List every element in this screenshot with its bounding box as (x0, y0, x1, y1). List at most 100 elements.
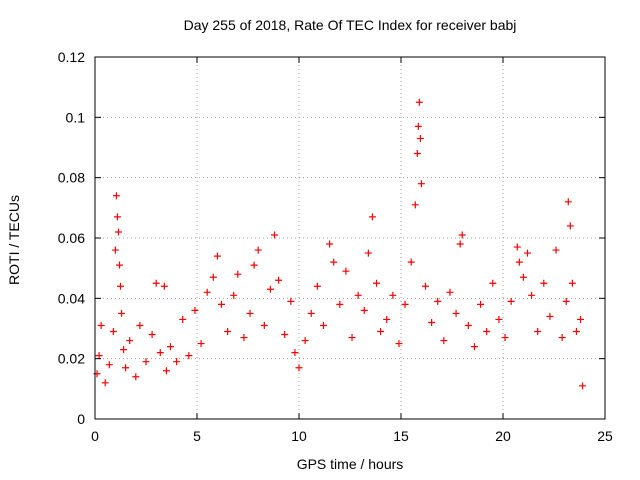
data-point (109, 328, 117, 336)
data-point (213, 252, 221, 260)
data-point (197, 340, 205, 348)
data-point (552, 246, 560, 254)
data-point (307, 309, 315, 317)
data-point (415, 98, 423, 106)
data-point (577, 315, 585, 323)
data-point (413, 150, 421, 158)
data-point (579, 382, 587, 390)
data-point (342, 267, 350, 275)
data-point (452, 309, 460, 317)
data-point (566, 222, 574, 230)
data-point (528, 291, 536, 299)
data-point (173, 358, 181, 366)
data-point (313, 282, 321, 290)
data-point (417, 180, 425, 188)
data-point (115, 261, 123, 269)
data-points (93, 98, 587, 390)
data-point (416, 134, 424, 142)
data-point (368, 213, 376, 221)
y-axis-label: ROTI / TECUs (6, 195, 22, 285)
data-point (464, 321, 472, 329)
x-tick-label: 10 (291, 428, 307, 444)
data-point (266, 285, 274, 293)
data-point (558, 334, 566, 342)
axis-ticks: 0 5 10 15 20 25 0 0.02 0.04 0.06 0.08 0.1 0.12 (58, 49, 613, 444)
data-point (507, 297, 515, 305)
data-point (162, 367, 170, 375)
data-point (126, 337, 134, 345)
data-point (330, 258, 338, 266)
data-point (160, 282, 168, 290)
data-point (513, 243, 521, 251)
data-point (501, 334, 509, 342)
data-point (224, 328, 232, 336)
data-point (166, 343, 174, 351)
data-point (534, 328, 542, 336)
data-point (217, 300, 225, 308)
data-point (377, 328, 385, 336)
data-point (336, 300, 344, 308)
data-point (275, 276, 283, 284)
data-point (240, 334, 248, 342)
data-point (364, 249, 372, 257)
data-point (495, 315, 503, 323)
data-point (348, 334, 356, 342)
data-point (136, 321, 144, 329)
data-point (254, 246, 262, 254)
data-point (319, 321, 327, 329)
x-axis-label: GPS time / hours (296, 456, 404, 472)
data-point (120, 346, 128, 354)
chart-title: Day 255 of 2018, Rate Of TEC Index for r… (183, 17, 517, 33)
data-point (477, 300, 485, 308)
data-point (152, 279, 160, 287)
data-point (295, 364, 303, 372)
data-point (301, 337, 309, 345)
y-tick-label: 0.02 (58, 351, 85, 367)
data-point (271, 231, 279, 239)
data-point (250, 261, 258, 269)
data-point (489, 279, 497, 287)
data-point (546, 312, 554, 320)
data-point (458, 231, 466, 239)
data-point (112, 192, 120, 200)
y-tick-label: 0.04 (58, 290, 85, 306)
data-point (179, 315, 187, 323)
data-point (97, 321, 105, 329)
data-point (287, 297, 295, 305)
x-tick-label: 15 (393, 428, 409, 444)
x-tick-label: 0 (91, 428, 99, 444)
data-point (373, 279, 381, 287)
data-point (95, 352, 103, 360)
data-point (411, 201, 419, 209)
data-point (209, 273, 217, 281)
data-point (113, 213, 121, 221)
data-point (122, 364, 130, 372)
x-tick-label: 5 (193, 428, 201, 444)
data-point (105, 361, 113, 369)
y-tick-label: 0.1 (66, 109, 86, 125)
data-point (360, 306, 368, 314)
data-point (562, 297, 570, 305)
data-point (456, 240, 464, 248)
data-point (483, 328, 491, 336)
data-point (519, 273, 527, 281)
data-point (326, 240, 334, 248)
grid-lines (95, 57, 605, 419)
data-point (428, 318, 436, 326)
data-point (118, 309, 126, 317)
data-point (446, 288, 454, 296)
data-point (117, 282, 124, 290)
data-point (101, 379, 109, 387)
data-point (234, 270, 242, 278)
y-tick-label: 0.08 (58, 170, 85, 186)
data-point (114, 228, 122, 236)
data-point (389, 291, 397, 299)
data-point (407, 258, 415, 266)
data-point (203, 288, 211, 296)
data-point (421, 282, 429, 290)
y-tick-label: 0 (77, 411, 85, 427)
data-point (568, 279, 576, 287)
data-point (191, 306, 199, 314)
data-point (434, 297, 442, 305)
data-point (383, 315, 391, 323)
